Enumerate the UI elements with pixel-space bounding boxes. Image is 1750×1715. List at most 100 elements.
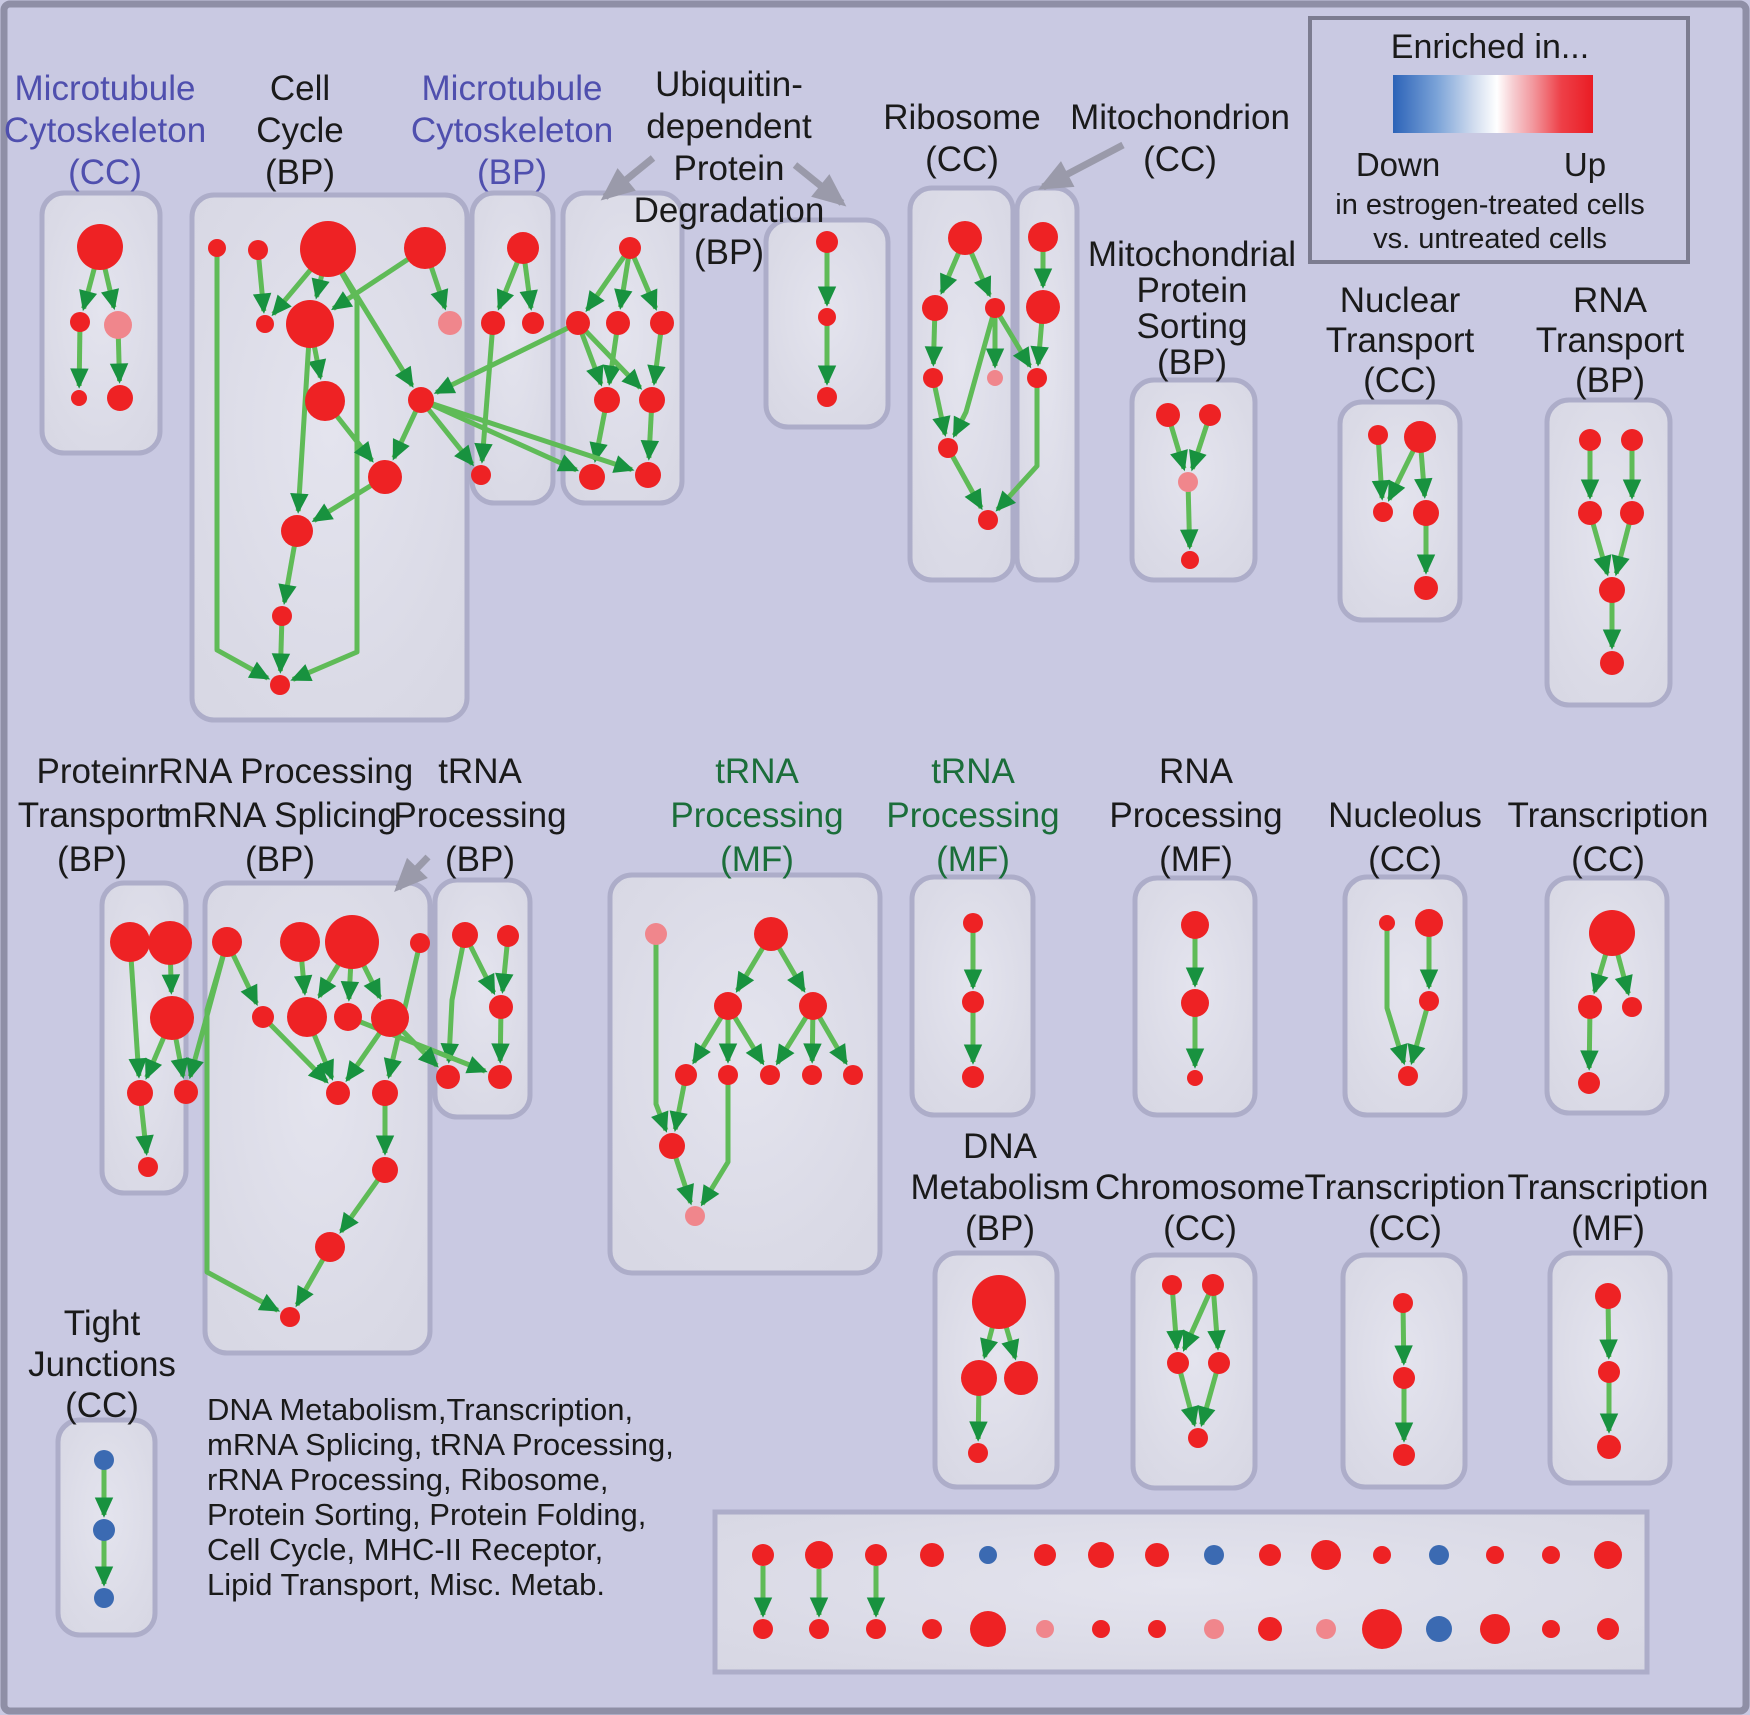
go-term-node-blue — [94, 1450, 114, 1470]
edge-chromosome — [1181, 1283, 1216, 1352]
edge-cell-cycle — [252, 249, 272, 314]
nodes-layer — [70, 221, 1644, 1649]
go-term-node-red — [471, 465, 491, 485]
go-term-node-red — [148, 921, 192, 965]
go-term-node-red — [408, 387, 434, 413]
go-term-node-red — [920, 1543, 944, 1567]
go-term-node-red — [1621, 429, 1643, 451]
footer-note-line: DNA Metabolism,Transcription, — [207, 1392, 633, 1427]
edge-protein-transport — [127, 941, 147, 1079]
edge-ribosome — [945, 446, 984, 511]
go-term-node-red — [962, 991, 984, 1013]
go-term-node-red — [938, 438, 958, 458]
group-label-trna-bp: tRNA — [438, 752, 522, 791]
go-term-node-red — [1414, 576, 1438, 600]
edge-mito-sorting — [1179, 481, 1199, 550]
go-term-node-red — [1595, 1283, 1621, 1309]
go-term-node-red — [1598, 1361, 1620, 1383]
go-term-node-red — [963, 913, 983, 933]
go-term-node-red — [325, 915, 379, 969]
go-term-node-pink — [1204, 1619, 1224, 1639]
group-label-rrna: (BP) — [245, 840, 315, 879]
go-term-node-blue — [1426, 1616, 1452, 1642]
group-label-transcription-cc-bottom: Transcription — [1305, 1168, 1506, 1207]
group-label-trna-mf-small: (MF) — [936, 840, 1010, 879]
group-label-nucleolus: (CC) — [1368, 840, 1442, 879]
go-term-node-red — [436, 1065, 460, 1089]
group-label-nuclear-transport: Transport — [1326, 321, 1475, 360]
go-term-node-red — [71, 390, 87, 406]
edge-transcription-cc-bottom — [1394, 1302, 1413, 1366]
go-term-node-red — [1034, 1544, 1056, 1566]
go-term-node-red — [404, 227, 446, 269]
group-label-ribosome: Ribosome — [883, 98, 1041, 137]
group-label-rna-transport: (BP) — [1575, 361, 1645, 400]
go-term-node-red — [962, 1066, 984, 1088]
go-term-node-red — [1167, 1352, 1189, 1374]
group-label-microtubule-cc: Microtubule — [15, 69, 196, 108]
go-term-node-red — [594, 387, 620, 413]
go-term-node-red — [280, 1307, 300, 1327]
label-pointer-arrow-icon — [394, 854, 431, 893]
group-label-cell-cycle: (BP) — [265, 153, 335, 192]
legend-up-label: Up — [1564, 146, 1606, 183]
go-term-node-red — [107, 385, 133, 411]
edge-trna-bp — [440, 934, 468, 1064]
go-term-node-pink — [1178, 472, 1198, 492]
group-label-dna-metabolism: Metabolism — [911, 1168, 1090, 1207]
cross-edge-ribosome-to-mitochondrion — [992, 306, 1032, 369]
go-term-node-red — [802, 1065, 822, 1085]
go-term-node-blue — [93, 1519, 115, 1541]
go-term-node-red — [566, 311, 590, 335]
edge-ubiquitin — [576, 321, 643, 390]
group-box-rna-transport — [1544, 397, 1673, 708]
group-label-transcription-mf: Transcription — [1508, 1168, 1709, 1207]
group-label-ubiquitin: Protein — [674, 149, 785, 188]
group-label-rna-processing-mf: (MF) — [1159, 840, 1233, 879]
go-term-node-red — [922, 1619, 942, 1639]
go-term-node-red — [1145, 1543, 1169, 1567]
go-term-node-red — [948, 221, 982, 255]
go-term-node-red — [579, 464, 605, 490]
go-term-node-red — [1156, 403, 1180, 427]
go-term-node-red — [1589, 910, 1635, 956]
footer-note-line: Protein Sorting, Protein Folding, — [207, 1497, 646, 1532]
go-term-node-pink — [987, 370, 1003, 386]
go-term-node-red — [522, 312, 544, 334]
go-term-node-red — [752, 1544, 774, 1566]
go-term-node-red — [1088, 1542, 1114, 1568]
go-term-node-red — [252, 1006, 274, 1028]
label-pointer-arrow-icon — [792, 162, 847, 207]
group-label-mitochondrion: (CC) — [1143, 140, 1217, 179]
go-term-node-red — [1393, 1293, 1413, 1313]
go-term-node-red — [866, 1619, 886, 1639]
go-term-node-red — [1413, 500, 1439, 526]
legend-down-label: Down — [1356, 146, 1440, 183]
group-label-transcription-cc-mid: Transcription — [1508, 796, 1709, 835]
go-term-node-red — [1594, 1541, 1622, 1569]
group-label-mito-sorting: (BP) — [1157, 343, 1227, 382]
edge-ubiquitin — [585, 246, 633, 313]
go-term-node-red — [1027, 368, 1047, 388]
go-term-node-red — [1578, 995, 1602, 1019]
go-term-node-red — [619, 237, 641, 259]
go-term-node-red — [1202, 1274, 1224, 1296]
go-term-node-red — [410, 933, 430, 953]
group-label-rrna: mRNA Splicing — [163, 796, 396, 835]
go-term-node-red — [760, 1065, 780, 1085]
go-term-node-red — [865, 1544, 887, 1566]
go-term-node-red — [1187, 1070, 1203, 1086]
group-label-trna-bp: Processing — [393, 796, 566, 835]
group-label-protein-transport: Transport — [18, 796, 167, 835]
edge-cell-cycle — [290, 247, 360, 682]
group-label-ubiquitin: Ubiquitin- — [655, 65, 803, 104]
group-label-transcription-cc-bottom: (CC) — [1368, 1209, 1442, 1248]
go-term-node-red — [817, 387, 837, 407]
group-label-mito-sorting: Mitochondrial — [1088, 235, 1296, 274]
go-term-node-red — [1398, 1066, 1418, 1086]
group-label-trna-mf-large: (MF) — [720, 840, 794, 879]
legend-caption-line: in estrogen-treated cells — [1335, 189, 1645, 221]
go-term-node-red — [978, 510, 998, 530]
group-label-cell-cycle: Cycle — [256, 111, 344, 150]
go-term-node-red — [754, 917, 788, 951]
